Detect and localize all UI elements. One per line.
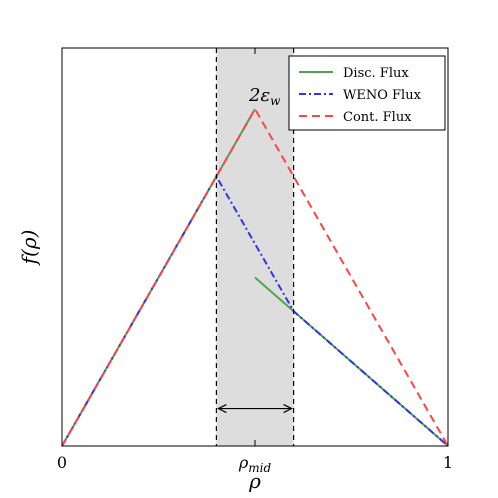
x-tick-label-2: 1 bbox=[443, 453, 453, 472]
x-ticks-layer: 0 ρmid 1 bbox=[57, 48, 453, 475]
shaded-region-layer bbox=[216, 48, 294, 446]
legend-box bbox=[288, 55, 446, 131]
x-tick-label-1: ρmid bbox=[238, 453, 272, 475]
arrow-layer bbox=[217, 404, 293, 414]
legend: Disc. Flux WENO Flux Cont. Flux bbox=[288, 55, 446, 131]
y-axis-label: f(ρ) bbox=[17, 230, 41, 267]
series-layer bbox=[61, 107, 449, 447]
x-axis-label: ρ bbox=[248, 469, 261, 493]
series-1-line-0 bbox=[61, 174, 449, 447]
legend-label-1: WENO Flux bbox=[343, 88, 422, 103]
legend-label-2: Cont. Flux bbox=[343, 110, 412, 125]
range-arrow-head-left bbox=[217, 404, 227, 414]
range-arrow-head-right bbox=[283, 404, 293, 414]
legend-label-0: Disc. Flux bbox=[343, 66, 409, 81]
x-tick-label-0: 0 bbox=[57, 453, 67, 472]
annotation-2eps-w: 2εw bbox=[248, 85, 281, 108]
shaded-region bbox=[216, 48, 294, 446]
